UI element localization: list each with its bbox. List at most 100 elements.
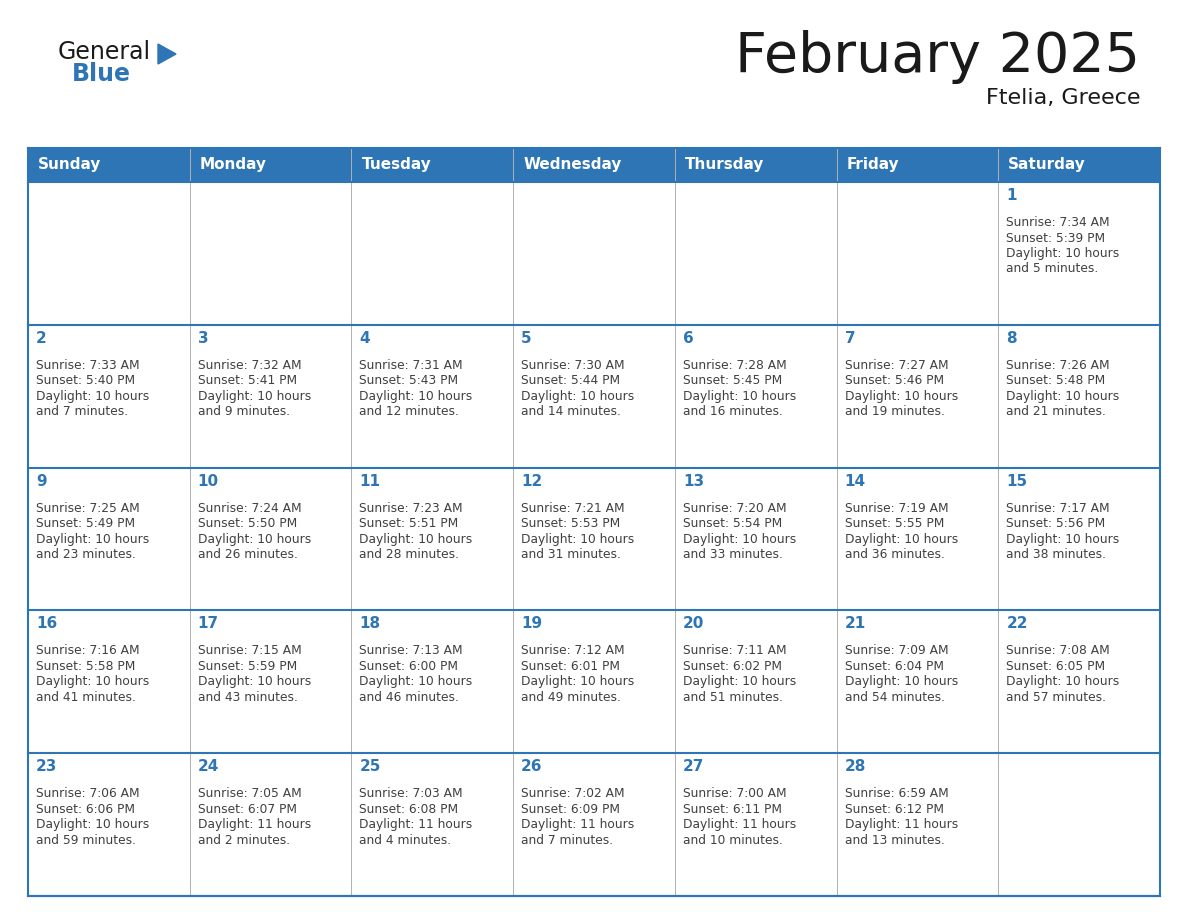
Text: Wednesday: Wednesday [523, 158, 621, 173]
Text: Daylight: 10 hours: Daylight: 10 hours [522, 532, 634, 545]
Text: Sunrise: 7:15 AM: Sunrise: 7:15 AM [197, 644, 302, 657]
Text: Sunset: 5:55 PM: Sunset: 5:55 PM [845, 517, 944, 530]
Text: and 23 minutes.: and 23 minutes. [36, 548, 135, 561]
Text: Daylight: 10 hours: Daylight: 10 hours [360, 532, 473, 545]
Text: Daylight: 10 hours: Daylight: 10 hours [360, 390, 473, 403]
Text: and 4 minutes.: and 4 minutes. [360, 834, 451, 846]
Text: Sunrise: 7:24 AM: Sunrise: 7:24 AM [197, 501, 302, 515]
Text: 12: 12 [522, 474, 543, 488]
Bar [29, 610, 1159, 753]
Text: Sunset: 5:50 PM: Sunset: 5:50 PM [197, 517, 297, 530]
Text: 19: 19 [522, 616, 542, 632]
Text: Tuesday: Tuesday [361, 158, 431, 173]
Text: Sunset: 5:44 PM: Sunset: 5:44 PM [522, 375, 620, 387]
Text: and 5 minutes.: and 5 minutes. [1006, 263, 1099, 275]
Text: Daylight: 10 hours: Daylight: 10 hours [683, 532, 796, 545]
Text: Daylight: 11 hours: Daylight: 11 hours [197, 818, 311, 831]
Text: and 14 minutes.: and 14 minutes. [522, 406, 621, 419]
Text: Daylight: 11 hours: Daylight: 11 hours [360, 818, 473, 831]
Text: 13: 13 [683, 474, 704, 488]
Text: Sunset: 5:45 PM: Sunset: 5:45 PM [683, 375, 782, 387]
Text: and 36 minutes.: and 36 minutes. [845, 548, 944, 561]
Text: Daylight: 10 hours: Daylight: 10 hours [36, 390, 150, 403]
Text: and 13 minutes.: and 13 minutes. [845, 834, 944, 846]
Text: and 21 minutes.: and 21 minutes. [1006, 406, 1106, 419]
Text: Daylight: 10 hours: Daylight: 10 hours [1006, 676, 1119, 688]
Text: Sunset: 6:07 PM: Sunset: 6:07 PM [197, 802, 297, 816]
Text: Sunset: 6:09 PM: Sunset: 6:09 PM [522, 802, 620, 816]
Text: 6: 6 [683, 330, 694, 346]
Text: Sunset: 5:59 PM: Sunset: 5:59 PM [197, 660, 297, 673]
Text: Sunrise: 7:27 AM: Sunrise: 7:27 AM [845, 359, 948, 372]
Text: and 33 minutes.: and 33 minutes. [683, 548, 783, 561]
Text: 1: 1 [1006, 188, 1017, 203]
Text: Saturday: Saturday [1009, 158, 1086, 173]
Text: Sunday: Sunday [38, 158, 101, 173]
Text: Sunrise: 7:25 AM: Sunrise: 7:25 AM [36, 501, 140, 515]
Text: Ftelia, Greece: Ftelia, Greece [986, 88, 1140, 108]
Text: and 54 minutes.: and 54 minutes. [845, 691, 944, 704]
Text: Daylight: 10 hours: Daylight: 10 hours [845, 676, 958, 688]
Text: Sunrise: 7:13 AM: Sunrise: 7:13 AM [360, 644, 463, 657]
Text: Sunset: 5:56 PM: Sunset: 5:56 PM [1006, 517, 1106, 530]
Text: 18: 18 [360, 616, 380, 632]
Text: Sunset: 6:06 PM: Sunset: 6:06 PM [36, 802, 135, 816]
Text: and 26 minutes.: and 26 minutes. [197, 548, 297, 561]
Text: Daylight: 10 hours: Daylight: 10 hours [845, 390, 958, 403]
Text: Sunrise: 7:34 AM: Sunrise: 7:34 AM [1006, 216, 1110, 229]
Bar [29, 148, 1159, 182]
Text: and 41 minutes.: and 41 minutes. [36, 691, 135, 704]
Text: Sunset: 5:40 PM: Sunset: 5:40 PM [36, 375, 135, 387]
Text: 28: 28 [845, 759, 866, 774]
Text: Daylight: 11 hours: Daylight: 11 hours [522, 818, 634, 831]
Bar [29, 325, 1159, 467]
Text: Daylight: 10 hours: Daylight: 10 hours [845, 532, 958, 545]
Text: Blue: Blue [72, 62, 131, 86]
Text: 4: 4 [360, 330, 369, 346]
Text: Sunset: 5:43 PM: Sunset: 5:43 PM [360, 375, 459, 387]
Text: and 28 minutes.: and 28 minutes. [360, 548, 460, 561]
Text: and 10 minutes.: and 10 minutes. [683, 834, 783, 846]
Text: 21: 21 [845, 616, 866, 632]
Polygon shape [158, 44, 176, 64]
Bar [29, 753, 1159, 896]
Text: Sunset: 6:04 PM: Sunset: 6:04 PM [845, 660, 943, 673]
Text: Sunset: 5:48 PM: Sunset: 5:48 PM [1006, 375, 1106, 387]
Text: Daylight: 10 hours: Daylight: 10 hours [36, 676, 150, 688]
Text: and 59 minutes.: and 59 minutes. [36, 834, 135, 846]
Text: Sunset: 6:08 PM: Sunset: 6:08 PM [360, 802, 459, 816]
Text: Sunset: 5:51 PM: Sunset: 5:51 PM [360, 517, 459, 530]
Text: Sunrise: 7:11 AM: Sunrise: 7:11 AM [683, 644, 786, 657]
Text: Monday: Monday [200, 158, 267, 173]
Text: 27: 27 [683, 759, 704, 774]
Text: Sunrise: 7:17 AM: Sunrise: 7:17 AM [1006, 501, 1110, 515]
Text: Sunset: 6:12 PM: Sunset: 6:12 PM [845, 802, 943, 816]
Text: Daylight: 10 hours: Daylight: 10 hours [36, 532, 150, 545]
Text: Sunset: 5:58 PM: Sunset: 5:58 PM [36, 660, 135, 673]
Text: Sunrise: 7:02 AM: Sunrise: 7:02 AM [522, 788, 625, 800]
Text: Sunrise: 7:06 AM: Sunrise: 7:06 AM [36, 788, 140, 800]
Text: Sunrise: 6:59 AM: Sunrise: 6:59 AM [845, 788, 948, 800]
Text: and 7 minutes.: and 7 minutes. [522, 834, 613, 846]
Text: and 43 minutes.: and 43 minutes. [197, 691, 297, 704]
Text: 7: 7 [845, 330, 855, 346]
Text: Sunset: 5:49 PM: Sunset: 5:49 PM [36, 517, 135, 530]
Text: Sunrise: 7:19 AM: Sunrise: 7:19 AM [845, 501, 948, 515]
Text: 10: 10 [197, 474, 219, 488]
Text: and 49 minutes.: and 49 minutes. [522, 691, 621, 704]
Text: Sunset: 6:05 PM: Sunset: 6:05 PM [1006, 660, 1105, 673]
Text: February 2025: February 2025 [735, 30, 1140, 84]
Text: Sunrise: 7:30 AM: Sunrise: 7:30 AM [522, 359, 625, 372]
Text: 11: 11 [360, 474, 380, 488]
Text: 8: 8 [1006, 330, 1017, 346]
Text: Sunrise: 7:09 AM: Sunrise: 7:09 AM [845, 644, 948, 657]
Text: Sunrise: 7:00 AM: Sunrise: 7:00 AM [683, 788, 786, 800]
Text: Daylight: 10 hours: Daylight: 10 hours [1006, 532, 1119, 545]
Text: Sunrise: 7:21 AM: Sunrise: 7:21 AM [522, 501, 625, 515]
Text: 2: 2 [36, 330, 46, 346]
Text: Sunrise: 7:16 AM: Sunrise: 7:16 AM [36, 644, 140, 657]
Text: 3: 3 [197, 330, 208, 346]
Text: 16: 16 [36, 616, 57, 632]
Text: Sunrise: 7:33 AM: Sunrise: 7:33 AM [36, 359, 140, 372]
Text: Sunrise: 7:08 AM: Sunrise: 7:08 AM [1006, 644, 1110, 657]
